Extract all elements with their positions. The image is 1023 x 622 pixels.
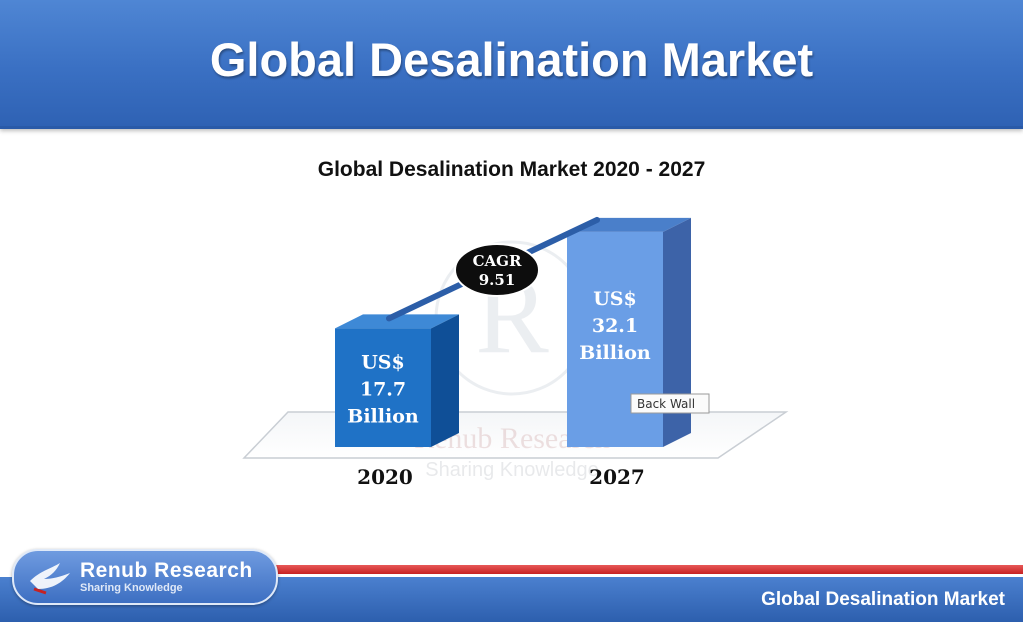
tooltip-box [630, 393, 710, 414]
footer-accent-strip [270, 565, 1023, 574]
renub-research-logo: Renub Research Sharing Knowledge [12, 549, 278, 605]
bar-value-label: 32.1 [592, 315, 638, 337]
cagr-badge [454, 243, 540, 297]
bar-front [567, 231, 663, 447]
footer-text: Global Desalination Market [761, 589, 1005, 610]
page-title: Global Desalination Market [209, 33, 814, 86]
bar-value-label: Billion [579, 342, 651, 364]
header-bar: Global Desalination Market [0, 0, 1023, 129]
bar-front [335, 328, 431, 447]
back-wall-tooltip: Back Wall [630, 393, 710, 414]
bar-top [335, 314, 459, 329]
watermark-tagline: Sharing Knowledge [425, 459, 598, 481]
logo-name: Renub Research [80, 559, 253, 582]
logo-tagline: Sharing Knowledge [80, 582, 183, 594]
bar-value-label: US$ [593, 288, 637, 310]
tooltip-text: Back Wall [637, 397, 695, 411]
bird-icon [30, 563, 70, 595]
bar-value-label: 17.7 [360, 379, 406, 401]
bar-value-label: Billion [347, 406, 419, 428]
bar-2020 [335, 314, 459, 447]
bar-value-label: US$ [361, 352, 405, 374]
category-label: 2020 [357, 465, 413, 489]
cagr-label: CAGR [473, 252, 522, 270]
bar-side [431, 314, 459, 447]
chart-title: Global Desalination Market 2020 - 2027 [317, 158, 706, 181]
category-label: 2027 [589, 465, 645, 489]
cagr-value: 9.51 [479, 271, 516, 289]
bar-side [663, 217, 691, 447]
